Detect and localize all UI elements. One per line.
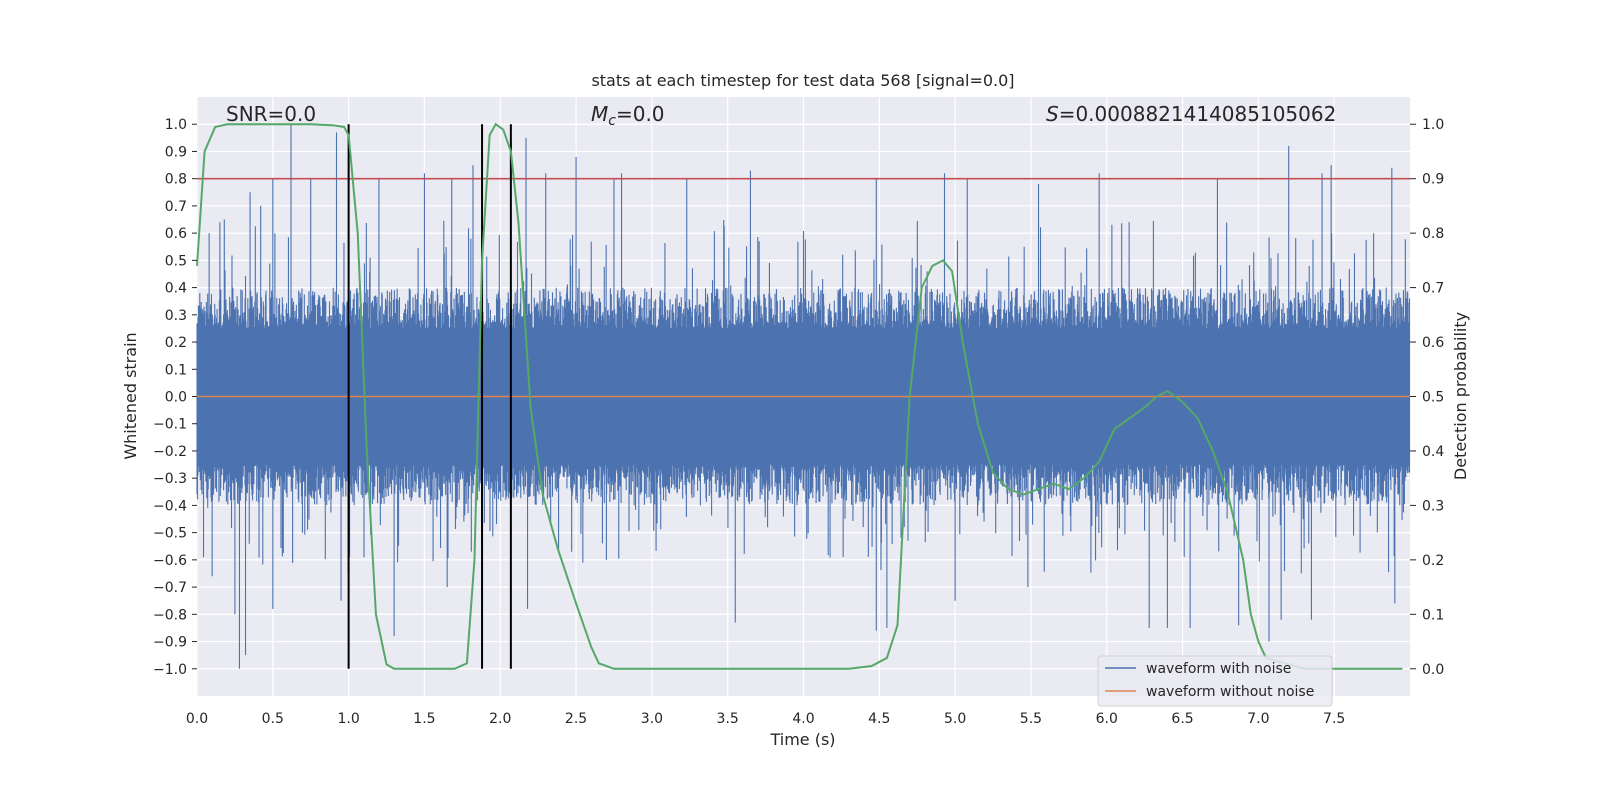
y2-tick-label: 0.6 <box>1422 335 1444 351</box>
y2-tick-label: 0.0 <box>1422 662 1444 678</box>
x-tick-label: 4.5 <box>868 711 890 727</box>
x-axis-label: Time (s) <box>769 730 835 749</box>
x-tick-label: 0.0 <box>186 711 208 727</box>
overlays <box>196 122 1410 670</box>
legend-label-noise: waveform with noise <box>1146 661 1291 677</box>
y2-tick-label: 0.2 <box>1422 553 1444 569</box>
y-tick-label: 0.4 <box>165 281 187 297</box>
y-tick-label: 0.0 <box>165 390 187 406</box>
y-tick-label: 0.9 <box>165 144 187 160</box>
y2-tick-label: 0.3 <box>1422 498 1444 514</box>
legend-box <box>1097 655 1333 707</box>
y-tick-label: 0.1 <box>165 362 187 378</box>
y-tick-label: −0.5 <box>153 526 187 542</box>
chirp-mass-subscript: c <box>608 113 616 129</box>
x-tick-label: 2.0 <box>489 711 511 727</box>
series-detection-probability <box>196 122 1403 670</box>
score-symbol: S <box>1046 102 1059 126</box>
y-tick-label: 0.6 <box>165 226 187 242</box>
x-tick-label: 5.5 <box>1020 711 1042 727</box>
snr-annotation: SNR=0.0 <box>226 102 316 126</box>
x-tick-label: 1.0 <box>337 711 359 727</box>
y2-tick-label: 0.8 <box>1422 226 1444 242</box>
y-tick-label: −0.7 <box>153 580 187 596</box>
x-tick-label: 7.0 <box>1247 711 1269 727</box>
y-tick-label: −0.6 <box>153 553 187 569</box>
axes: 0.0 0.5 1.0 1.5 2.0 2.5 3.0 3.5 4.0 4.5 5.0 5.5 6.0 6… <box>153 117 1444 727</box>
score-value: =0.0008821414085105062 <box>1059 102 1337 126</box>
y-tick-label: 1.0 <box>165 117 187 133</box>
chirp-mass-annotation: Mc=0.0 <box>591 102 665 129</box>
score-annotation: S=0.0008821414085105062 <box>1046 102 1336 126</box>
x-tick-label: 1.5 <box>413 711 435 727</box>
y-tick-label: 0.8 <box>165 172 187 188</box>
noise-waveform-series <box>196 124 1411 669</box>
x-tick-label: 3.0 <box>641 711 663 727</box>
y-tick-label: 0.7 <box>165 199 187 215</box>
x-tick-label: 6.5 <box>1171 711 1193 727</box>
x-tick-label: 2.5 <box>565 711 587 727</box>
y-tick-label: 0.2 <box>165 335 187 351</box>
y-tick-label: −0.9 <box>153 635 187 651</box>
y-tick-label: −0.8 <box>153 607 187 623</box>
y-axis-label: Whitened strain <box>121 332 140 459</box>
y-tick-label: 0.5 <box>165 253 187 269</box>
y2-tick-label: 0.1 <box>1422 607 1444 623</box>
y-tick-label: −0.4 <box>153 498 187 514</box>
y-tick-label: −0.1 <box>153 417 187 433</box>
x-tick-label: 5.0 <box>944 711 966 727</box>
chirp-mass-value: =0.0 <box>616 102 665 126</box>
x-tick-label: 0.5 <box>262 711 284 727</box>
chirp-mass-symbol: M <box>591 102 608 126</box>
legend: waveform with noise waveform without noi… <box>1097 655 1333 707</box>
x-tick-label: 6.0 <box>1096 711 1118 727</box>
x-tick-label: 4.0 <box>792 711 814 727</box>
x-tick-label: 3.5 <box>717 711 739 727</box>
y2-axis-label: Detection probability <box>1451 312 1470 480</box>
y2-tick-label: 0.5 <box>1422 390 1444 406</box>
x-tick-label: 7.5 <box>1323 711 1345 727</box>
y2-tick-label: 0.4 <box>1422 444 1444 460</box>
chart-title: stats at each timestep for test data 568… <box>591 71 1014 90</box>
y-tick-label: −0.3 <box>153 471 187 487</box>
y2-tick-label: 0.9 <box>1422 172 1444 188</box>
legend-label-clean: waveform without noise <box>1146 684 1314 700</box>
y-tick-label: 0.3 <box>165 308 187 324</box>
y2-tick-label: 0.7 <box>1422 281 1444 297</box>
y2-tick-label: 1.0 <box>1422 117 1444 133</box>
y-tick-label: −1.0 <box>153 662 187 678</box>
series-waveform-with-noise <box>196 124 1411 669</box>
y-tick-label: −0.2 <box>153 444 187 460</box>
